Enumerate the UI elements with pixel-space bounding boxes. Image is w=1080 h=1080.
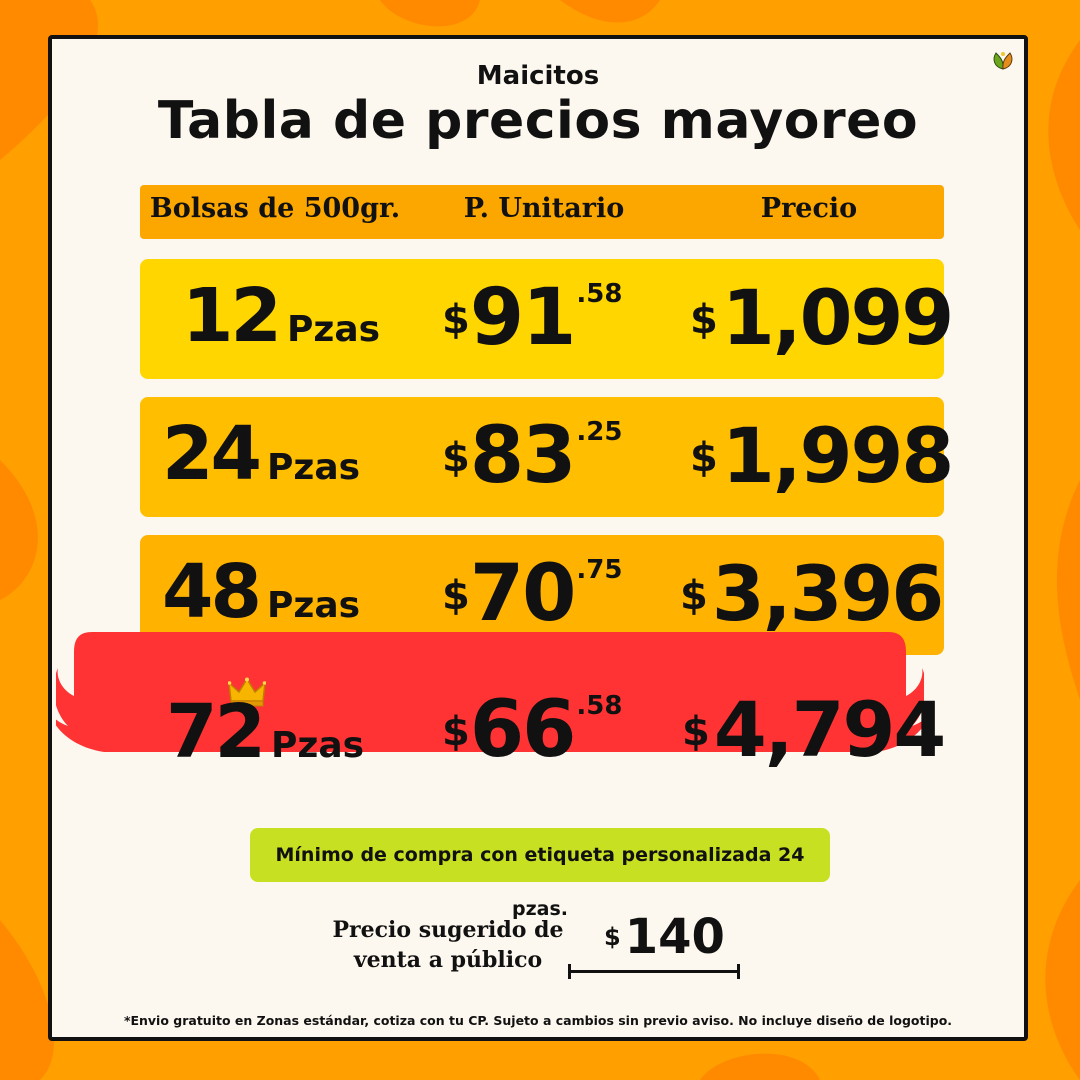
quantity: 48 Pzas: [162, 549, 361, 635]
total-price: $1,099: [690, 273, 954, 362]
highlight-row-flame: [56, 632, 924, 752]
header-price: Precio: [760, 193, 858, 224]
total-price: $1,998: [690, 411, 954, 500]
table-row: 24 Pzas $83.25 $1,998: [140, 397, 954, 517]
quantity: 72 Pzas: [166, 689, 365, 775]
table-row: 12 Pzas $91.58 $1,099: [140, 259, 954, 379]
page-title: Tabla de precios mayoreo: [157, 91, 919, 151]
quantity: 12 Pzas: [182, 273, 381, 359]
leaf-logo-icon: [993, 52, 1013, 70]
unit-price: $91.58: [442, 273, 623, 363]
header-unit-price: P. Unitario: [463, 193, 625, 224]
crown-icon: [228, 677, 266, 707]
unit-price: $66.58: [442, 685, 623, 775]
unit-price: $83.25: [442, 411, 623, 501]
table-row-highlight: 72 Pzas $66.58 $4,794: [140, 671, 946, 791]
brand-name: Maicitos: [476, 61, 600, 91]
total-price: $4,794: [682, 685, 946, 774]
quantity: 24 Pzas: [162, 411, 361, 497]
table-header: Bolsas de 500gr. P. Unitario Precio: [140, 185, 944, 239]
total-price: $3,396: [680, 549, 944, 638]
header-quantity: Bolsas de 500gr.: [149, 193, 401, 224]
price-card: Maicitos Tabla de precios mayoreo Bolsas…: [48, 35, 1028, 1041]
unit-price: $70.75: [442, 549, 623, 639]
